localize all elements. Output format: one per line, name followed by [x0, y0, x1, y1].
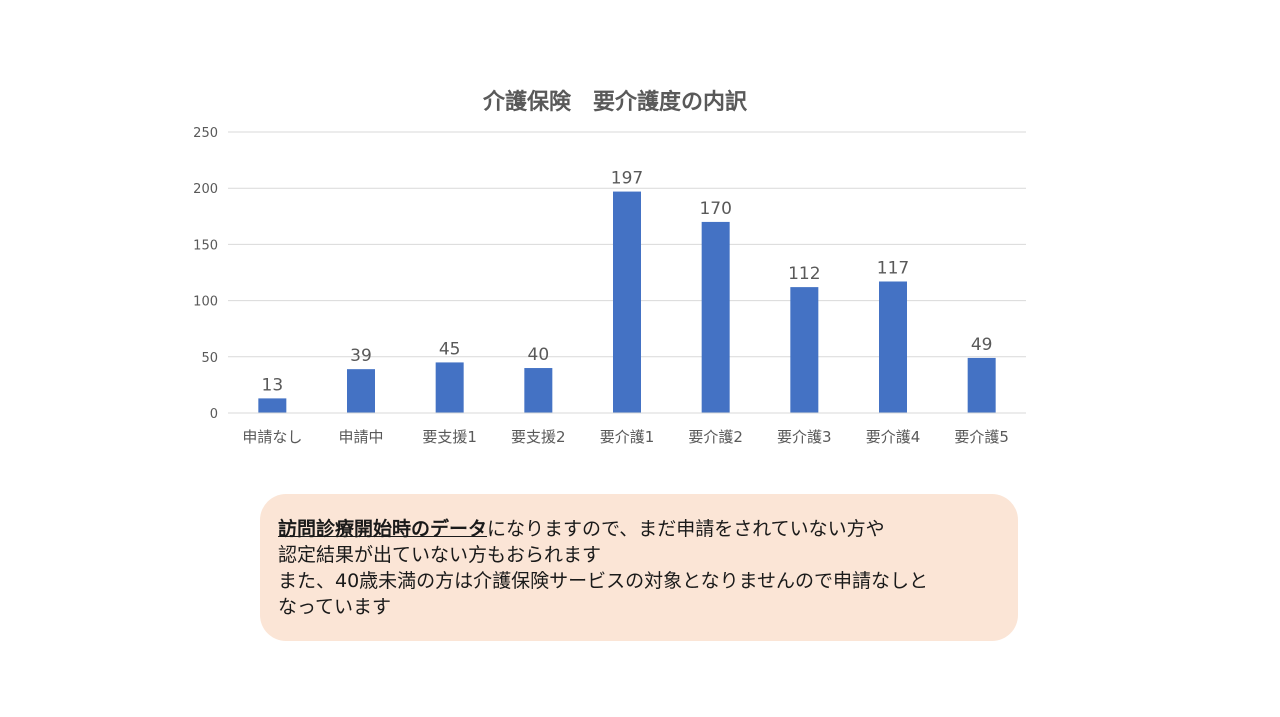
x-tick-label: 要支援1: [422, 428, 477, 446]
bar: [613, 191, 641, 413]
data-label: 40: [528, 345, 550, 365]
note-line-1: 訪問診療開始時のデータになりますので、まだ申請をされていない方や: [278, 516, 1000, 542]
chart-title: 介護保険 要介護度の内訳: [482, 90, 747, 115]
note-emphasis: 訪問診療開始時のデータ: [278, 518, 488, 540]
x-tick-label: 要介護2: [688, 428, 743, 446]
data-label: 39: [350, 346, 372, 366]
y-tick-label: 250: [193, 126, 218, 141]
bar: [967, 357, 996, 413]
data-label: 117: [877, 258, 909, 278]
y-tick-label: 100: [193, 295, 218, 310]
x-tick-label: 要介護5: [954, 428, 1009, 446]
x-tick-label: 要介護1: [600, 428, 655, 446]
x-tick-label: 要介護4: [866, 428, 921, 446]
note-line-2: 認定結果が出ていない方もおられます: [278, 544, 602, 566]
data-label: 112: [788, 264, 820, 284]
bar: [701, 221, 730, 413]
x-tick-label: 要介護3: [777, 428, 832, 446]
data-label: 49: [971, 335, 993, 355]
note-line-3: また、40歳未満の方は介護保険サービスの対象となりませんので申請なしと: [278, 570, 929, 592]
bar: [790, 287, 819, 413]
data-label: 45: [439, 339, 461, 359]
data-label: 170: [699, 199, 731, 219]
data-label: 197: [611, 169, 643, 189]
y-tick-label: 200: [193, 182, 218, 197]
y-tick-label: 0: [210, 407, 218, 422]
x-tick-label: 要支援2: [511, 428, 566, 446]
bar: [435, 362, 464, 413]
bar: [879, 281, 907, 413]
bar: [524, 368, 553, 413]
note-line-4: なっています: [278, 596, 392, 618]
y-tick-label: 150: [193, 238, 218, 253]
note-line-1-rest: になりますので、まだ申請をされていない方や: [487, 518, 885, 540]
y-tick-label: 50: [201, 351, 218, 366]
bar: [258, 398, 287, 413]
x-tick-label: 申請中: [338, 428, 383, 446]
data-label: 13: [262, 375, 284, 395]
bar: [347, 369, 375, 413]
bar-chart: 0 50 100 150 200 250 13 申請なし 39 申請中 45 要支援1 40 要支援2 19…: [193, 126, 1026, 446]
note-box: 訪問診療開始時のデータになりますので、まだ申請をされていない方や 認定結果が出て…: [260, 494, 1018, 641]
x-tick-label: 申請なし: [242, 428, 302, 446]
